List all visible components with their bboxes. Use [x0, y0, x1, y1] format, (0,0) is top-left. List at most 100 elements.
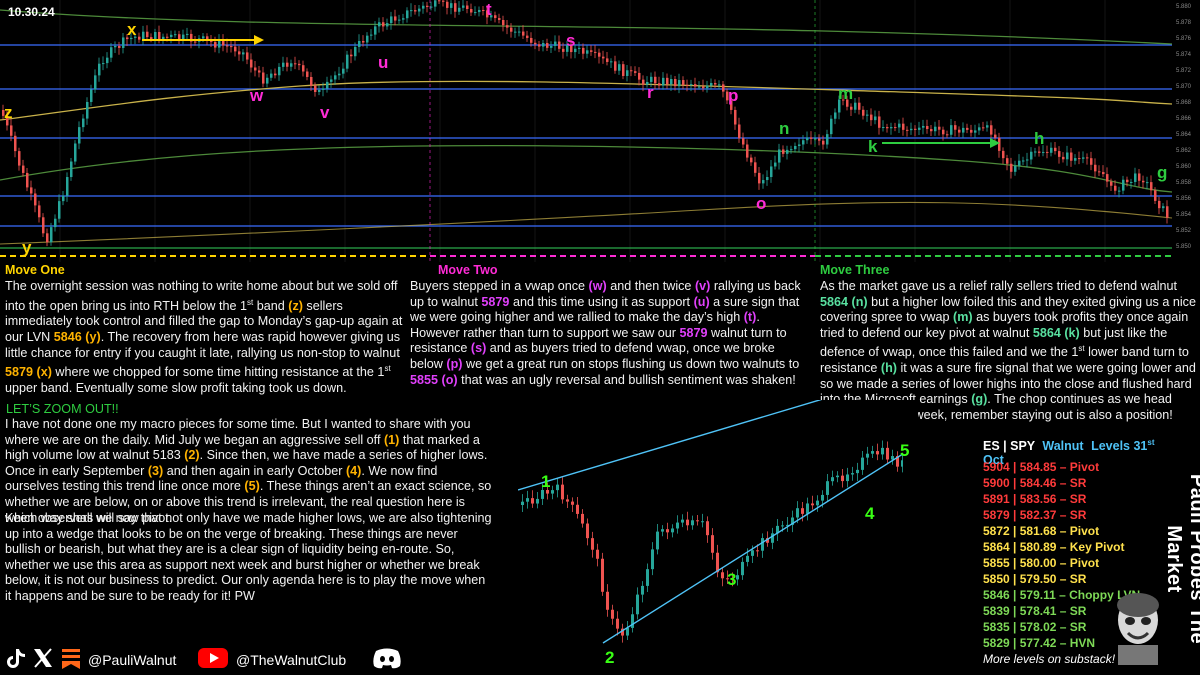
chart-label-x: x: [127, 20, 137, 39]
level-row: 5879 | 582.37 – SR: [983, 508, 1087, 522]
paragraph2-segment: walnut turn to resistance: [410, 325, 787, 356]
price-axis-tick: 5.862: [1176, 148, 1192, 154]
paragraph2-segment: (v): [694, 279, 711, 293]
paragraph3-segment: but a higher low foiled this and they ex…: [820, 294, 1196, 325]
paragraph4-segment: and then again in early October: [163, 463, 346, 478]
paragraph3-segment: it was a sure fire signal that we were g…: [820, 361, 1196, 407]
paragraph2-segment: 5879: [679, 325, 708, 340]
paragraph1-segment: band: [253, 298, 289, 313]
price-axis-tick: 5.872: [1176, 68, 1192, 74]
move-one-commentary: The overnight session was nothing to wri…: [5, 279, 405, 397]
price-axis-tick: 5.858: [1176, 180, 1192, 186]
level-row: 5855 | 580.00 – Pivot: [983, 556, 1100, 570]
avatar-caricature: [1117, 593, 1159, 665]
paragraph1-segment: st: [384, 364, 391, 374]
paragraph4-segment: that marked a high volume low at walnut …: [5, 432, 480, 463]
paragraph4-segment: . Since then, we have made a series of h…: [5, 448, 488, 478]
levels-title: Levels 31: [1091, 439, 1148, 454]
chart-label-o: o: [756, 194, 767, 213]
wedge-commentary: Keen observers will say that not only ha…: [5, 511, 493, 605]
levels-table: ES | SPY Walnut Levels 31st Oct 5904 | 5…: [977, 432, 1173, 670]
paragraph1-segment: where we chopped for some time hitting r…: [51, 365, 385, 380]
paragraph2-segment: we get a great run on stops flushing us …: [462, 356, 800, 371]
levels-title-sup: st: [1147, 438, 1155, 447]
paragraph4-segment: . These things aren’t an exact science, …: [5, 479, 492, 525]
paragraph2-segment: (u): [693, 294, 710, 309]
price-axis-tick: 5.874: [1176, 52, 1192, 58]
chart-label-p: p: [728, 86, 739, 105]
daily-label-five: 5: [900, 441, 910, 460]
paragraph5-segment: Keen observers will say that not only ha…: [5, 511, 492, 603]
paragraph1-segment: sellers immediately took control and fil…: [5, 298, 403, 344]
chart-label-k: k: [868, 137, 878, 156]
price-axis-tick: 5.852: [1176, 228, 1192, 234]
intraday-chart: 5.880 5.878 5.876 5.874 5.872 5.870 5.868 5.866…: [0, 0, 1200, 262]
daily-label-one: 1: [541, 472, 551, 491]
move-two-label: Move Two: [438, 263, 498, 277]
paragraph2-segment: a sure sign that we were going higher an…: [410, 294, 800, 325]
move-three-label: Move Three: [820, 263, 890, 277]
paragraph3-segment: As the market gave us a relief rally sel…: [820, 279, 1177, 293]
paragraph1-segment: 5879 (x): [5, 365, 52, 380]
tiktok-icon[interactable]: [4, 647, 26, 669]
level-row: 5850 | 579.50 – SR: [983, 572, 1087, 586]
paragraph3-segment: 5864 (k): [1032, 325, 1080, 340]
chart-label-s: s: [566, 31, 576, 50]
paragraph4-segment: (4): [345, 463, 362, 478]
move-one-label: Move One: [5, 263, 65, 277]
x-handle[interactable]: @PauliWalnut: [88, 652, 177, 668]
daily-chart: [518, 400, 918, 645]
levels-heading: ES | SPY Walnut Levels 31st Oct: [983, 438, 1173, 467]
price-axis-tick: 5.860: [1176, 164, 1192, 170]
paragraph2-segment: Buyers stepped in a vwap once: [410, 279, 589, 293]
chart-label-v: v: [320, 103, 330, 122]
chart-label-w: w: [250, 86, 264, 105]
paragraph3-segment: (g): [971, 392, 988, 407]
level-row: 5829 | 577.42 – HVN: [983, 636, 1096, 650]
price-axis-tick: 5.870: [1176, 84, 1192, 90]
paragraph4-segment: (5): [244, 479, 260, 494]
chart-label-h: h: [1034, 129, 1045, 148]
price-axis-tick: 5.854: [1176, 212, 1192, 218]
chart-label-r: r: [647, 83, 654, 102]
levels-more-note: More levels on substack!: [983, 652, 1116, 666]
price-axis-tick: 5.850: [1176, 244, 1192, 250]
youtube-handle[interactable]: @TheWalnutClub: [236, 652, 347, 668]
paragraph4-segment: . We now find ourselves testing this tre…: [5, 463, 438, 494]
vertical-title-text: Pauli Probes The Market: [1163, 473, 1200, 645]
substack-icon[interactable]: [60, 647, 82, 669]
level-row: 5904 | 584.85 – Pivot: [983, 460, 1100, 474]
chart-label-g: g: [1157, 163, 1168, 182]
price-axis-tick: 5.864: [1176, 132, 1192, 138]
paragraph2-segment: (s): [470, 341, 487, 356]
level-row: 5839 | 578.41 – SR: [983, 604, 1087, 618]
chart-date: 10.30.24: [8, 5, 55, 19]
daily-label-two: 2: [605, 648, 615, 667]
daily-label-four: 4: [865, 504, 875, 523]
zoom-out-commentary: I have not done one my macro pieces for …: [5, 417, 493, 526]
x-twitter-icon[interactable]: [32, 647, 54, 669]
paragraph2-segment: (t): [743, 310, 757, 325]
chart-label-y: y: [22, 238, 32, 257]
level-row: 5872 | 581.68 – Pivot: [983, 524, 1100, 538]
paragraph2-segment: . However rather than turn to support we…: [410, 310, 760, 340]
levels-ticker: ES | SPY: [983, 439, 1035, 454]
paragraph3-segment: st: [1078, 344, 1085, 354]
paragraph3-segment: lower band turn to resistance: [820, 345, 1189, 376]
paragraph3-segment: but just like the defence of vwap, once …: [820, 325, 1168, 360]
youtube-icon[interactable]: [198, 647, 228, 669]
paragraph4-segment: (3): [147, 463, 164, 478]
zoom-out-heading: LET’S ZOOM OUT!!: [6, 402, 119, 416]
levels-title-month: Oct: [983, 453, 1004, 468]
paragraph2-segment: and as buyers tried to defend vwap, once…: [410, 341, 775, 371]
level-row: 5891 | 583.56 – SR: [983, 492, 1087, 506]
paragraph1-segment: upper band. Eventually some slow profit …: [5, 380, 347, 395]
paragraph1-segment: (z): [288, 298, 303, 313]
paragraph1-segment: 5846 (y): [53, 329, 101, 344]
paragraph2-segment: (w): [588, 279, 607, 293]
level-row: 5846 | 579.11 – Choppy LVN: [983, 588, 1141, 602]
paragraph2-segment: and then twice: [606, 279, 695, 293]
paragraph3-segment: 5864 (n): [820, 294, 868, 309]
discord-icon[interactable]: [372, 647, 402, 669]
level-row: 5864 | 580.89 – Key Pivot: [983, 540, 1125, 554]
